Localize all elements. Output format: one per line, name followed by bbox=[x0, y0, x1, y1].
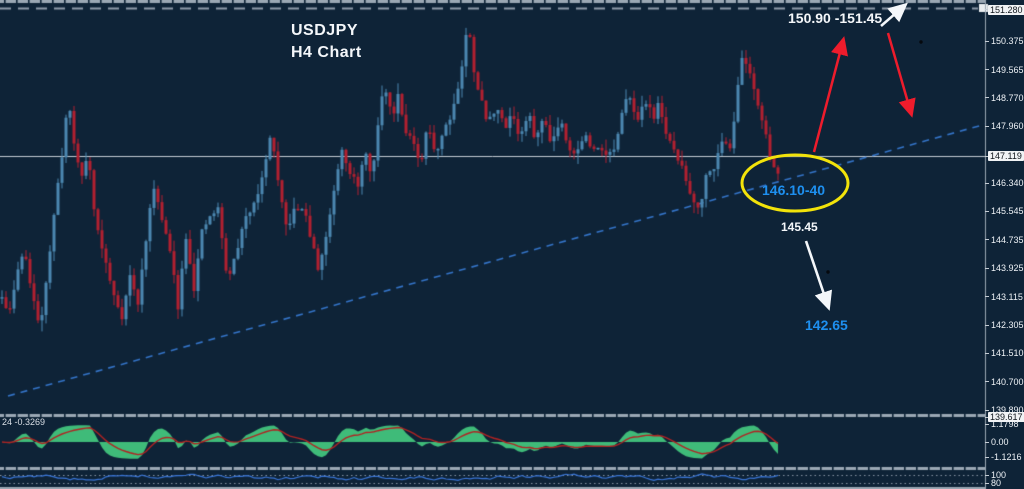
price-axis-label: 143.925 bbox=[991, 263, 1024, 274]
axis-tick bbox=[985, 296, 989, 298]
price-axis-label: 80 bbox=[991, 478, 1002, 488]
axis-tick bbox=[985, 9, 989, 11]
symbol-label: USDJPY bbox=[291, 22, 359, 39]
axis-tick bbox=[985, 125, 989, 127]
target-annotation[interactable]: 142.65 bbox=[805, 317, 848, 333]
price-axis-label: 100 bbox=[991, 470, 1007, 480]
axis-tick bbox=[985, 324, 989, 326]
axis-tick bbox=[985, 416, 989, 418]
resistance-annotation[interactable]: 150.90 -151.45 bbox=[788, 10, 883, 26]
axis-tick bbox=[985, 474, 989, 476]
chart-title: USDJPY H4 Chart bbox=[291, 20, 362, 64]
mid-level-annotation[interactable]: 145.45 bbox=[781, 220, 818, 234]
price-axis-label: 150.375 bbox=[991, 36, 1024, 47]
axis-tick bbox=[985, 441, 989, 443]
price-axis-label: 149.565 bbox=[991, 64, 1024, 75]
price-axis-label: -1.1216 bbox=[991, 452, 1022, 462]
axis-tick bbox=[985, 482, 989, 484]
price-axis-label: 141.510 bbox=[991, 348, 1024, 359]
price-axis-label: 139.617 bbox=[988, 412, 1024, 422]
axis-tick bbox=[985, 210, 989, 212]
timeframe-label: H4 Chart bbox=[291, 44, 362, 61]
axis-tick bbox=[985, 69, 989, 71]
price-axis-label: 1.1798 bbox=[991, 419, 1019, 429]
axis-tick bbox=[985, 423, 989, 425]
axis-tick bbox=[985, 381, 989, 383]
price-axis-label: 145.545 bbox=[991, 206, 1024, 217]
axis-tick bbox=[985, 97, 989, 99]
support-zone-annotation[interactable]: 146.10-40 bbox=[762, 182, 826, 198]
indicator-value-label: 24 -0.3269 bbox=[2, 417, 46, 427]
axis-tick bbox=[985, 267, 989, 269]
price-axis-label: 147.119 bbox=[988, 151, 1024, 161]
axis-tick bbox=[985, 40, 989, 42]
price-axis-label: 146.340 bbox=[991, 178, 1024, 189]
price-axis-label: 143.115 bbox=[991, 291, 1023, 302]
axis-tick bbox=[985, 352, 989, 354]
price-axis-label: 147.960 bbox=[991, 121, 1024, 132]
axis-tick bbox=[985, 456, 989, 458]
axis-tick bbox=[985, 155, 989, 157]
price-axis-label: 142.305 bbox=[991, 320, 1024, 331]
price-axis-label: 139.890 bbox=[991, 405, 1024, 416]
price-axis-label: 151.280 bbox=[988, 4, 1024, 15]
price-axis-label: 148.770 bbox=[991, 92, 1024, 103]
price-axis-label: 140.700 bbox=[991, 376, 1024, 387]
axis-tick bbox=[985, 409, 989, 411]
price-axis-label: 0.00 bbox=[991, 437, 1009, 447]
axis-tick bbox=[985, 182, 989, 184]
axis-tick bbox=[985, 239, 989, 241]
price-axis-label: 144.735 bbox=[991, 234, 1024, 245]
